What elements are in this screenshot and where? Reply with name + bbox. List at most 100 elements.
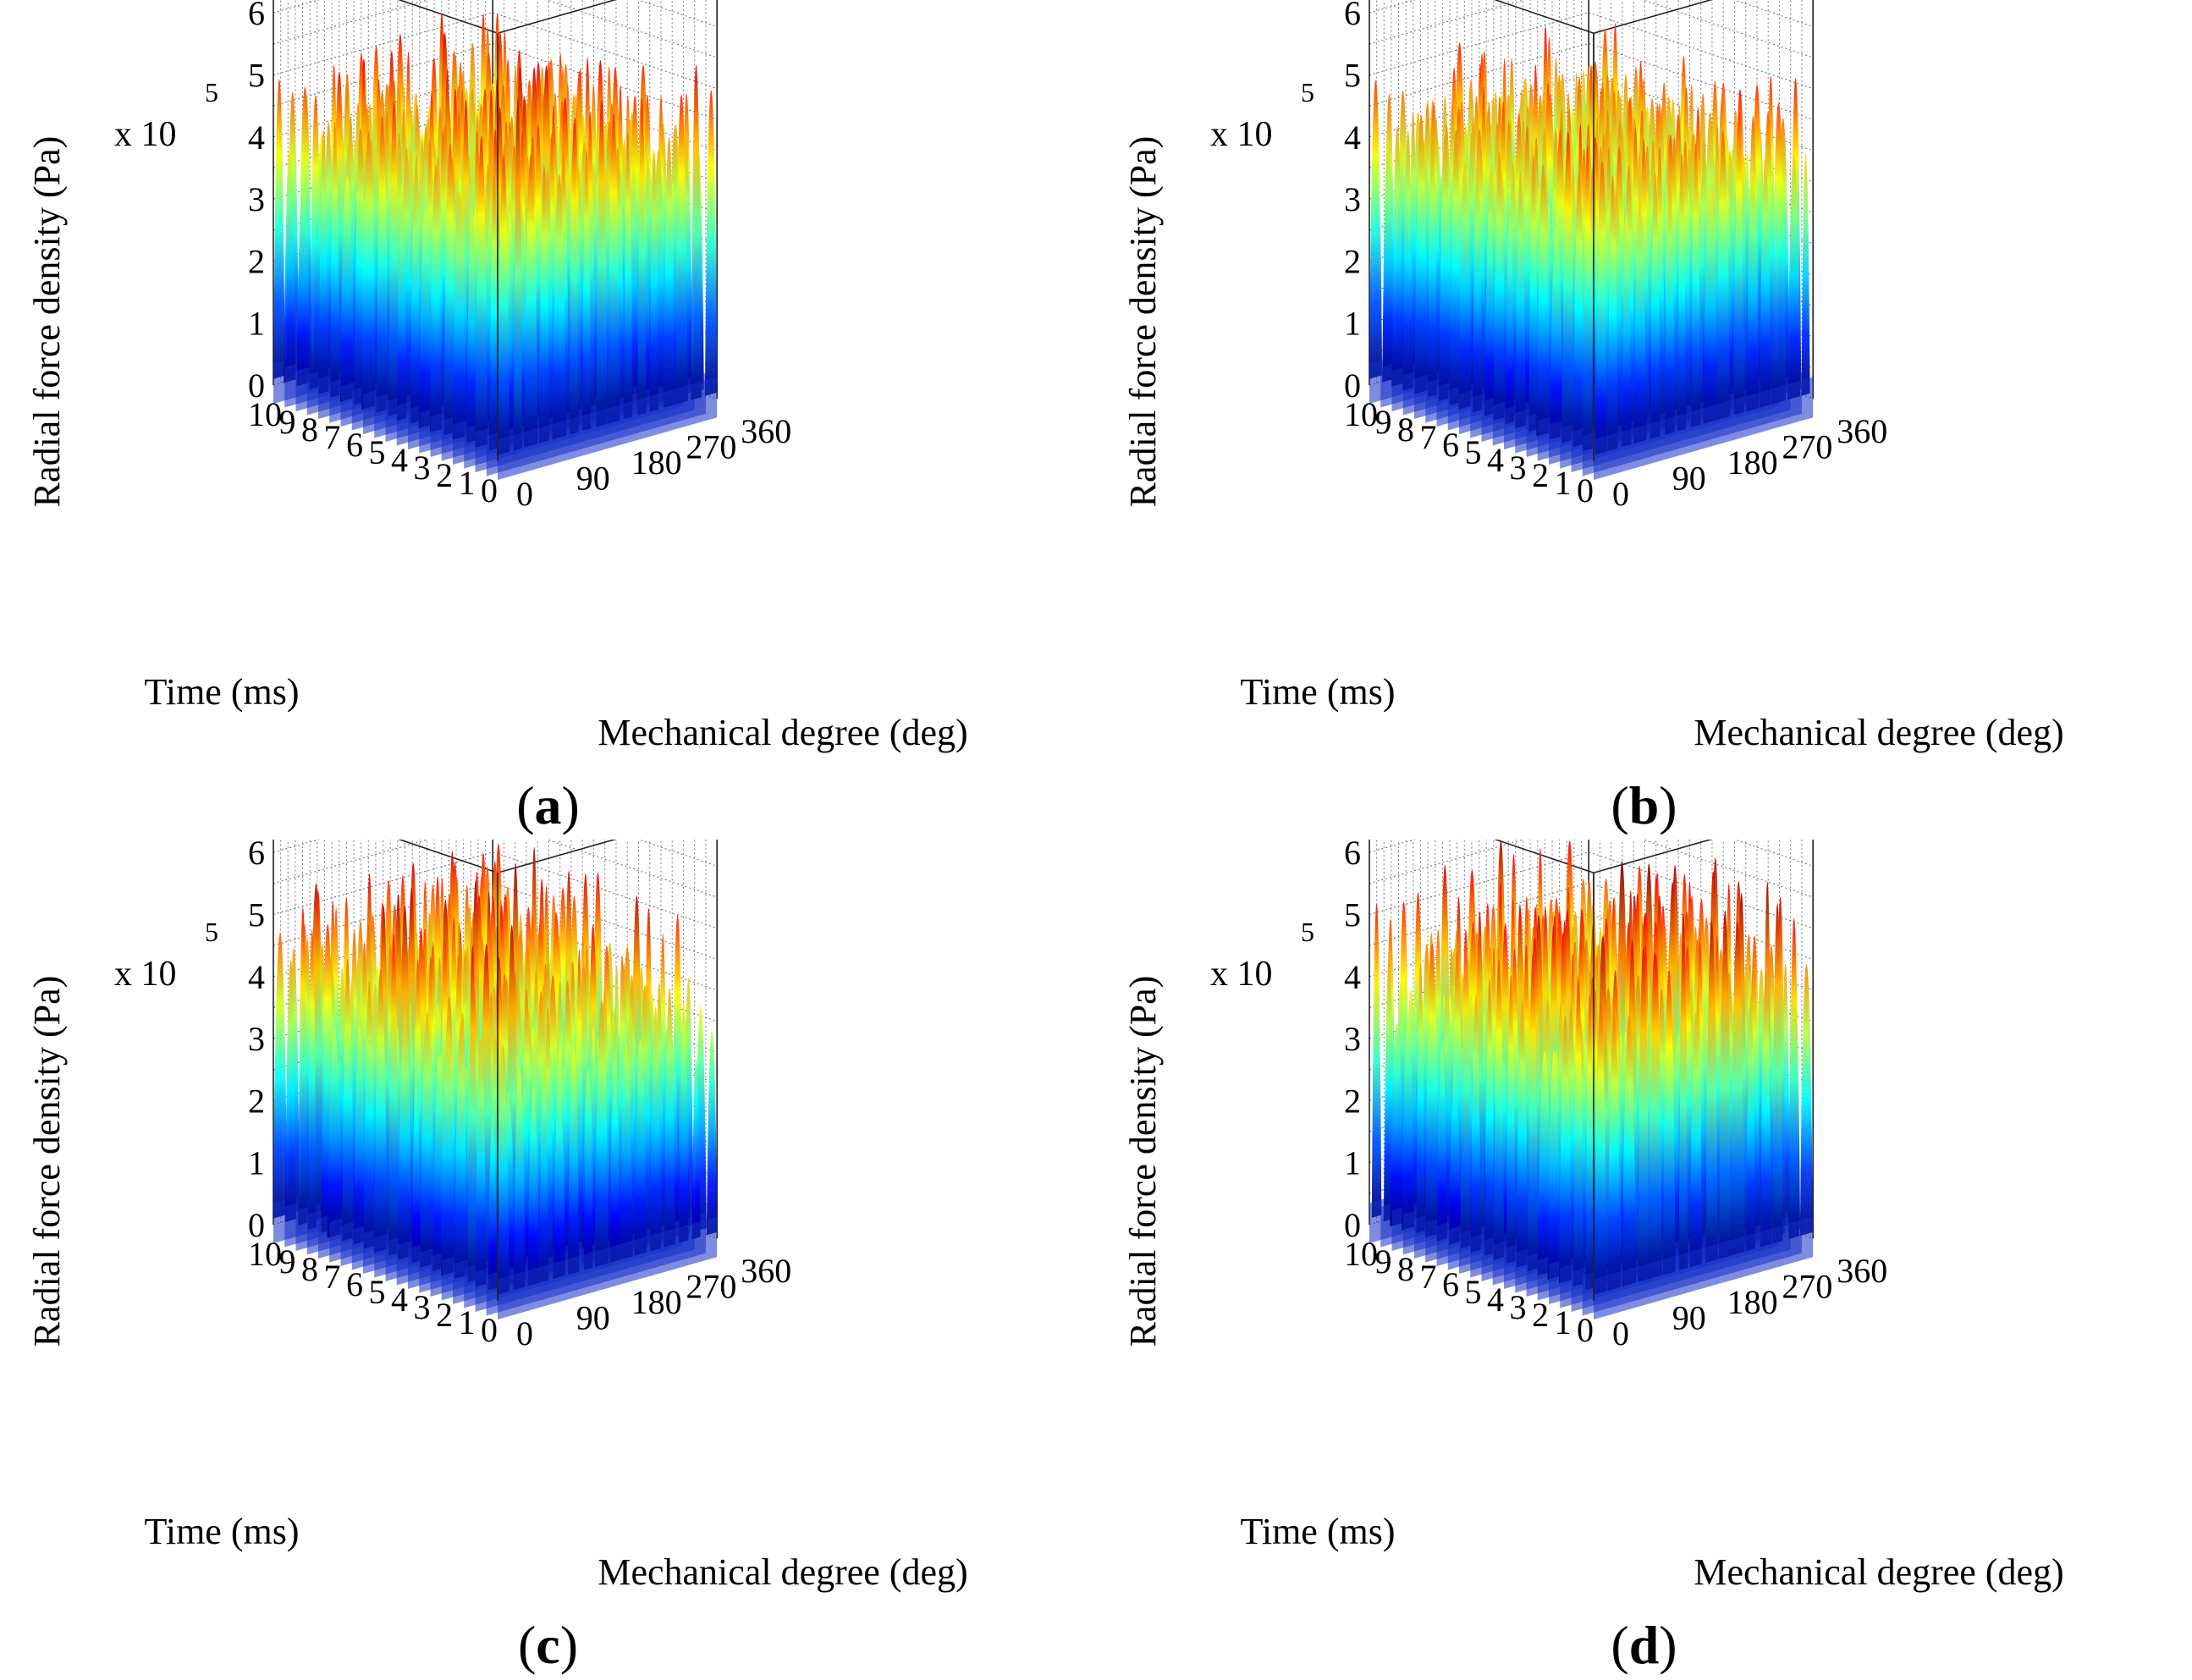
y-tick-label: 8 bbox=[301, 410, 318, 449]
surface-peak bbox=[1572, 979, 1584, 1286]
surface-peak bbox=[330, 121, 340, 398]
y-tick-label: 10 bbox=[248, 1235, 282, 1273]
surface-peak bbox=[1402, 1019, 1415, 1231]
x-tick-label: 180 bbox=[631, 1283, 682, 1321]
x-tick-label: 90 bbox=[576, 460, 610, 498]
y-axis-label: Time (ms) bbox=[1241, 671, 1396, 713]
y-tick-label: 9 bbox=[279, 1242, 296, 1281]
surface-peak bbox=[1716, 130, 1731, 421]
x-tick-label: 90 bbox=[1672, 460, 1706, 498]
y-tick-label: 5 bbox=[1465, 433, 1482, 471]
surface-peak bbox=[706, 1030, 718, 1236]
y-tick-label: 3 bbox=[414, 1288, 431, 1326]
surface-peak bbox=[1760, 975, 1772, 1248]
surface-peak bbox=[691, 64, 702, 400]
surface-peak bbox=[1621, 213, 1632, 448]
surface-peak bbox=[1484, 978, 1495, 1256]
y-tick-label: 0 bbox=[481, 1311, 498, 1349]
surface-peak bbox=[1665, 176, 1675, 435]
y-tick-label: 10 bbox=[1344, 1235, 1378, 1273]
surface-peak bbox=[1449, 1071, 1462, 1245]
z-tick-label: 4 bbox=[248, 118, 265, 157]
surface-peak bbox=[1528, 156, 1539, 432]
y-tick-label: 10 bbox=[1344, 395, 1378, 433]
x-tick-label: 90 bbox=[1672, 1299, 1706, 1337]
surface-peak bbox=[284, 959, 297, 1222]
panel-c: 0 1 2 3 4 5 6 10 9 8 7 6 5 4 3 2 1 0 0 90 180 270 360 Radial fo… bbox=[0, 840, 1096, 1679]
surface-peak bbox=[1730, 921, 1745, 1256]
surface-peak bbox=[1677, 153, 1687, 432]
surface-peak bbox=[1771, 102, 1787, 405]
surface-peak bbox=[1493, 151, 1506, 421]
surface-peak bbox=[1689, 1012, 1703, 1268]
surface-peak bbox=[538, 166, 550, 443]
panel-caption: (a) bbox=[516, 775, 580, 835]
surface-peak bbox=[649, 152, 658, 412]
surface-peak bbox=[664, 988, 675, 1248]
y-tick-label: 9 bbox=[1375, 1242, 1392, 1281]
y-tick-label: 4 bbox=[391, 441, 408, 479]
y-tick-label: 3 bbox=[1510, 1288, 1527, 1326]
surface-peak bbox=[1718, 910, 1732, 1259]
surface-peak bbox=[1470, 994, 1481, 1253]
surface-peak bbox=[596, 99, 608, 427]
surface-peak bbox=[353, 1026, 366, 1245]
z-tick-label: 6 bbox=[1344, 840, 1361, 872]
surface-peak bbox=[1648, 952, 1662, 1280]
surface-peak bbox=[309, 95, 322, 390]
y-tick-label: 6 bbox=[346, 426, 363, 464]
surface-peak bbox=[363, 980, 376, 1249]
panel-caption: (d) bbox=[1611, 1615, 1677, 1675]
z-tick-label: 5 bbox=[248, 896, 265, 934]
surface-peak bbox=[341, 958, 354, 1242]
surface-peak bbox=[634, 1038, 647, 1256]
z-tick-label: 6 bbox=[1344, 0, 1361, 32]
surface-peak bbox=[1594, 1000, 1607, 1295]
surface bbox=[273, 843, 718, 1319]
z-tick-label: 4 bbox=[248, 958, 265, 996]
surface-peak bbox=[339, 176, 355, 402]
z-tick-label: 2 bbox=[248, 242, 265, 280]
surface-peak bbox=[1458, 160, 1472, 410]
z-tick-label: 1 bbox=[248, 1144, 265, 1182]
surface-peak bbox=[1787, 153, 1801, 400]
surface-peak bbox=[487, 1114, 498, 1291]
y-tick-label: 2 bbox=[1532, 1296, 1549, 1334]
surface-peak bbox=[361, 130, 376, 410]
surface-peak bbox=[1691, 143, 1701, 427]
surface-peak bbox=[396, 185, 407, 421]
x-tick-label: 360 bbox=[741, 1252, 791, 1290]
surface bbox=[1369, 23, 1814, 480]
surface-peak bbox=[570, 122, 579, 435]
x-axis-label: Mechanical degree (deg) bbox=[598, 1551, 967, 1593]
surface-peak bbox=[296, 171, 311, 387]
surface-peak bbox=[1607, 1014, 1621, 1291]
x-axis-label: Mechanical degree (deg) bbox=[1694, 1551, 2063, 1593]
y-tick-label: 4 bbox=[391, 1281, 408, 1319]
y-tick-label: 1 bbox=[1555, 1303, 1572, 1341]
panel-caption: (b) bbox=[1611, 775, 1677, 835]
surface-peak bbox=[1662, 969, 1676, 1275]
surface-peak bbox=[620, 1043, 633, 1260]
panel-a: 0 1 2 3 4 5 6 10 9 8 7 6 5 4 3 2 1 0 0 90 180 270 360 Radial fo… bbox=[0, 0, 1096, 840]
surface-peak bbox=[1493, 959, 1505, 1260]
y-tick-label: 2 bbox=[1532, 456, 1549, 494]
surface-peak bbox=[273, 933, 288, 1219]
surface-peak bbox=[1473, 159, 1483, 413]
y-tick-label: 6 bbox=[1442, 426, 1459, 464]
y-tick-label: 8 bbox=[1397, 410, 1414, 449]
surface-peak bbox=[1505, 218, 1515, 425]
z-tick-label: 3 bbox=[1344, 1020, 1361, 1058]
surface-peak bbox=[1536, 164, 1550, 437]
x-tick-label: 0 bbox=[1612, 1314, 1629, 1352]
x-axis-label: Mechanical degree (deg) bbox=[598, 712, 967, 753]
z-tick-label: 4 bbox=[1344, 118, 1361, 157]
z-tick-label: 5 bbox=[1344, 57, 1361, 95]
y-tick-label: 3 bbox=[1510, 449, 1527, 487]
x-tick-label: 270 bbox=[1782, 1268, 1832, 1306]
y-tick-label: 8 bbox=[1397, 1250, 1414, 1288]
surface-peak bbox=[1678, 942, 1688, 1270]
